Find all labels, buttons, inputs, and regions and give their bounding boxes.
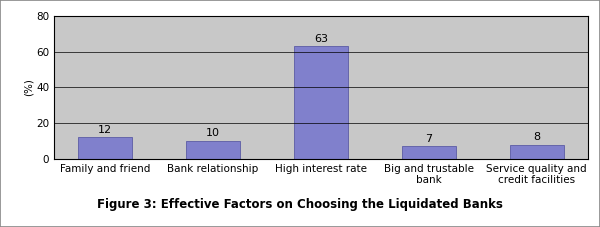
Bar: [78, 137, 132, 159]
Bar: [402, 146, 456, 159]
Bar: [186, 141, 240, 159]
Text: Figure 3: Effective Factors on Choosing the Liquidated Banks: Figure 3: Effective Factors on Choosing …: [97, 198, 503, 211]
Y-axis label: (%): (%): [23, 79, 33, 96]
Bar: [294, 46, 348, 159]
Text: 12: 12: [98, 125, 112, 135]
Text: 8: 8: [533, 132, 541, 142]
Text: 63: 63: [314, 34, 328, 44]
Bar: [510, 145, 564, 159]
Text: 10: 10: [206, 128, 220, 138]
Text: 7: 7: [425, 134, 433, 144]
